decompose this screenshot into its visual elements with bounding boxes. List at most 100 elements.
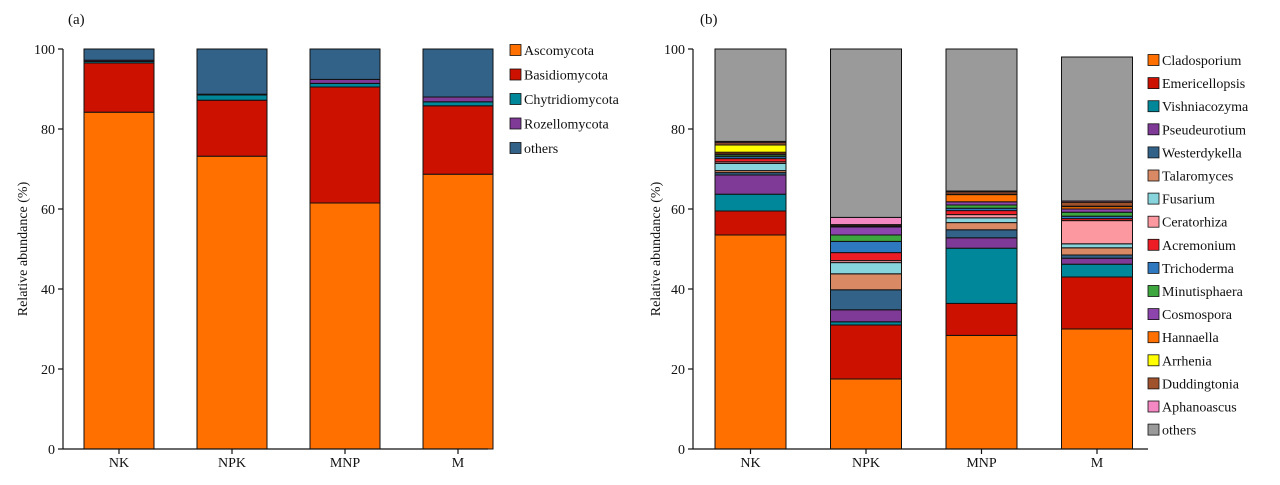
- panel-a-y-tick-label-100: 100: [34, 43, 55, 58]
- panel-b-legend-swatch-pseudeurotium: [1147, 123, 1160, 136]
- panel-a: (a) Relative abundance (%) 0 20 40 60 80 100 NK N…: [16, 12, 620, 471]
- panel-b-legend-label-talaromyces: Talaromyces: [1162, 170, 1233, 185]
- panel-b-bar-m-emericellopsis: [1061, 276, 1133, 330]
- panel-b-legend-label-westerdykella: Westerdykella: [1162, 146, 1243, 161]
- panel-b-legend: Cladosporium Emericellopsis Vishniacozyma P…: [1147, 54, 1249, 439]
- panel-a-y-axis-title: Relative abundance (%): [16, 181, 31, 316]
- panel-a-x-tick-label-mnp: MNP: [330, 456, 361, 471]
- panel-b-bar-mnp-vishniacozyma: [945, 247, 1018, 304]
- panel-b-bar-mnp-pseudeurotium: [945, 237, 1018, 249]
- panel-a-y-tick-label-80: 80: [41, 123, 55, 138]
- panel-b-legend-swatch-arrhenia: [1147, 354, 1160, 367]
- panel-b-y-axis-title: Relative abundance (%): [649, 181, 664, 316]
- panel-b-legend-swatch-others: [1147, 423, 1160, 436]
- panel-a-legend-swatch-rozellomycota: [509, 117, 522, 130]
- panel-a-x-tick-label-npk: NPK: [218, 456, 246, 471]
- panel-b-legend-label-trichoderma: Trichoderma: [1162, 262, 1235, 277]
- panel-b-legend-label-cosmospora: Cosmospora: [1162, 308, 1233, 323]
- panel-a-legend-label-ascomycota: Ascomycota: [524, 44, 595, 59]
- panel-b-bar-m-vishniacozyma: [1061, 263, 1133, 278]
- panel-b-legend-swatch-westerdykella: [1147, 146, 1160, 159]
- panel-b-x-tick-label-mnp: MNP: [966, 456, 997, 471]
- panel-b-panel-label: (b): [700, 12, 718, 28]
- panel-b-legend-label-minutisphaera: Minutisphaera: [1162, 285, 1244, 300]
- panel-b: (b) Relative abundance (%) 0 20 40 60 80 100 NK N…: [649, 12, 1249, 471]
- panel-b-bar-mnp-others: [945, 48, 1018, 192]
- panel-b-bar-nk-arrhenia: [714, 144, 787, 153]
- panel-b-legend-label-pseudeurotium: Pseudeurotium: [1162, 123, 1246, 138]
- panel-b-bar-m-cladosporium: [1061, 328, 1133, 450]
- panel-b-bar-mnp-cladosporium: [945, 334, 1018, 450]
- panel-b-legend-label-acremonium: Acremonium: [1162, 239, 1236, 254]
- panel-b-legend-swatch-fusarium: [1147, 192, 1160, 205]
- panel-a-bar-npk-ascomycota: [196, 155, 268, 450]
- panel-b-legend-swatch-duddingtonia: [1147, 377, 1160, 390]
- panel-a-legend-label-chytridiomycota: Chytridiomycota: [524, 93, 620, 108]
- panel-b-legend-swatch-aphanoascus: [1147, 400, 1160, 413]
- panel-b-bar-m-ceratorhiza: [1061, 220, 1133, 245]
- panel-a-panel-label: (a): [68, 12, 85, 28]
- panel-a-y-tick-label-40: 40: [41, 283, 55, 298]
- panel-a-bar-m-chytridiomycota: [422, 101, 494, 107]
- panel-a-bar-mnp-rozellomycota: [309, 78, 381, 84]
- panel-b-bar-mnp-fusarium: [945, 217, 1018, 224]
- panel-a-bar-mnp-ascomycota: [309, 202, 381, 450]
- panel-b-bar-npk-talaromyces: [830, 273, 902, 291]
- panel-b-bar-mnp-acremonium: [945, 210, 1018, 216]
- panel-a-bar-m-ascomycota: [422, 173, 494, 450]
- panel-b-bar-npk-aphanoascus: [830, 216, 902, 226]
- panel-a-legend-swatch-chytridiomycota: [509, 93, 522, 105]
- panel-b-bar-nk-emericellopsis: [714, 210, 787, 236]
- panel-b-bar-nk-pseudeurotium: [714, 174, 787, 195]
- panel-b-y-tick-label-40: 40: [671, 283, 685, 298]
- panel-a-bar-nk-basidiomycota: [83, 62, 155, 113]
- panel-b-legend-swatch-emericellopsis: [1147, 77, 1160, 89]
- panel-b-legend-swatch-vishniacozyma: [1147, 100, 1160, 113]
- panel-b-bar-npk-others: [830, 48, 902, 218]
- panel-b-legend-swatch-cladosporium: [1147, 54, 1160, 66]
- panel-b-y-tick-label-60: 60: [671, 203, 685, 218]
- panel-b-legend-swatch-trichoderma: [1147, 261, 1160, 274]
- panel-a-bar-mnp-basidiomycota: [309, 86, 381, 204]
- panel-a-bar-m-others: [422, 48, 494, 98]
- panel-b-bar-nk-others: [714, 48, 787, 142]
- panel-b-legend-swatch-ceratorhiza: [1147, 215, 1160, 228]
- panel-b-legend-label-fusarium: Fusarium: [1162, 193, 1215, 208]
- panel-a-bar-nk-ascomycota: [83, 111, 155, 450]
- panel-b-legend-swatch-hannaella: [1147, 331, 1160, 344]
- panel-b-legend-label-cladosporium: Cladosporium: [1162, 54, 1241, 69]
- panel-b-bar-npk-westerdykella: [830, 289, 902, 311]
- panel-b-bar-npk-emericellopsis: [830, 324, 902, 380]
- panel-a-legend-swatch-others: [509, 142, 522, 154]
- panel-a-bar-m-basidiomycota: [422, 105, 494, 175]
- panel-b-x-tick-label-nk: NK: [740, 456, 760, 471]
- panel-b-legend-swatch-talaromyces: [1147, 169, 1160, 182]
- panel-a-legend-swatch-basidiomycota: [509, 68, 522, 81]
- panel-a-bar-npk-chytridiomycota: [196, 94, 268, 101]
- panel-b-bar-m-minutisphaera: [1061, 211, 1133, 217]
- panel-b-bar-nk-cladosporium: [714, 234, 787, 450]
- panel-b-bar-nk-vishniacozyma: [714, 193, 787, 212]
- panel-b-y-tick-label-100: 100: [664, 43, 685, 58]
- panel-b-bar-npk-trichoderma: [830, 240, 902, 254]
- panel-b-bar-m-others: [1061, 56, 1133, 202]
- panel-a-legend-label-others: others: [524, 142, 558, 157]
- panel-b-bar-npk-minutisphaera: [830, 234, 902, 242]
- panel-a-bar-mnp-chytridiomycota: [309, 82, 381, 88]
- panel-b-bar-npk-cladosporium: [830, 378, 902, 450]
- panel-b-legend-label-emericellopsis: Emericellopsis: [1162, 77, 1245, 92]
- panel-b-legend-label-ceratorhiza: Ceratorhiza: [1162, 216, 1228, 231]
- panel-a-bar-npk-others: [196, 48, 268, 95]
- panel-a-y-tick-label-60: 60: [41, 203, 55, 218]
- panel-b-bar-mnp-emericellopsis: [945, 302, 1018, 336]
- panel-a-y-tick-label-0: 0: [48, 443, 55, 458]
- panel-a-bars: [83, 48, 494, 450]
- panel-b-bar-m-talaromyces: [1061, 247, 1133, 256]
- panel-b-legend-label-duddingtonia: Duddingtonia: [1162, 377, 1240, 392]
- panel-b-y-tick-label-80: 80: [671, 123, 685, 138]
- panel-b-bar-nk-fusarium: [714, 162, 787, 172]
- panel-a-legend-swatch-ascomycota: [509, 44, 522, 56]
- panel-b-bar-npk-cosmospora: [830, 226, 902, 236]
- panel-a-bar-nk-others: [83, 48, 155, 61]
